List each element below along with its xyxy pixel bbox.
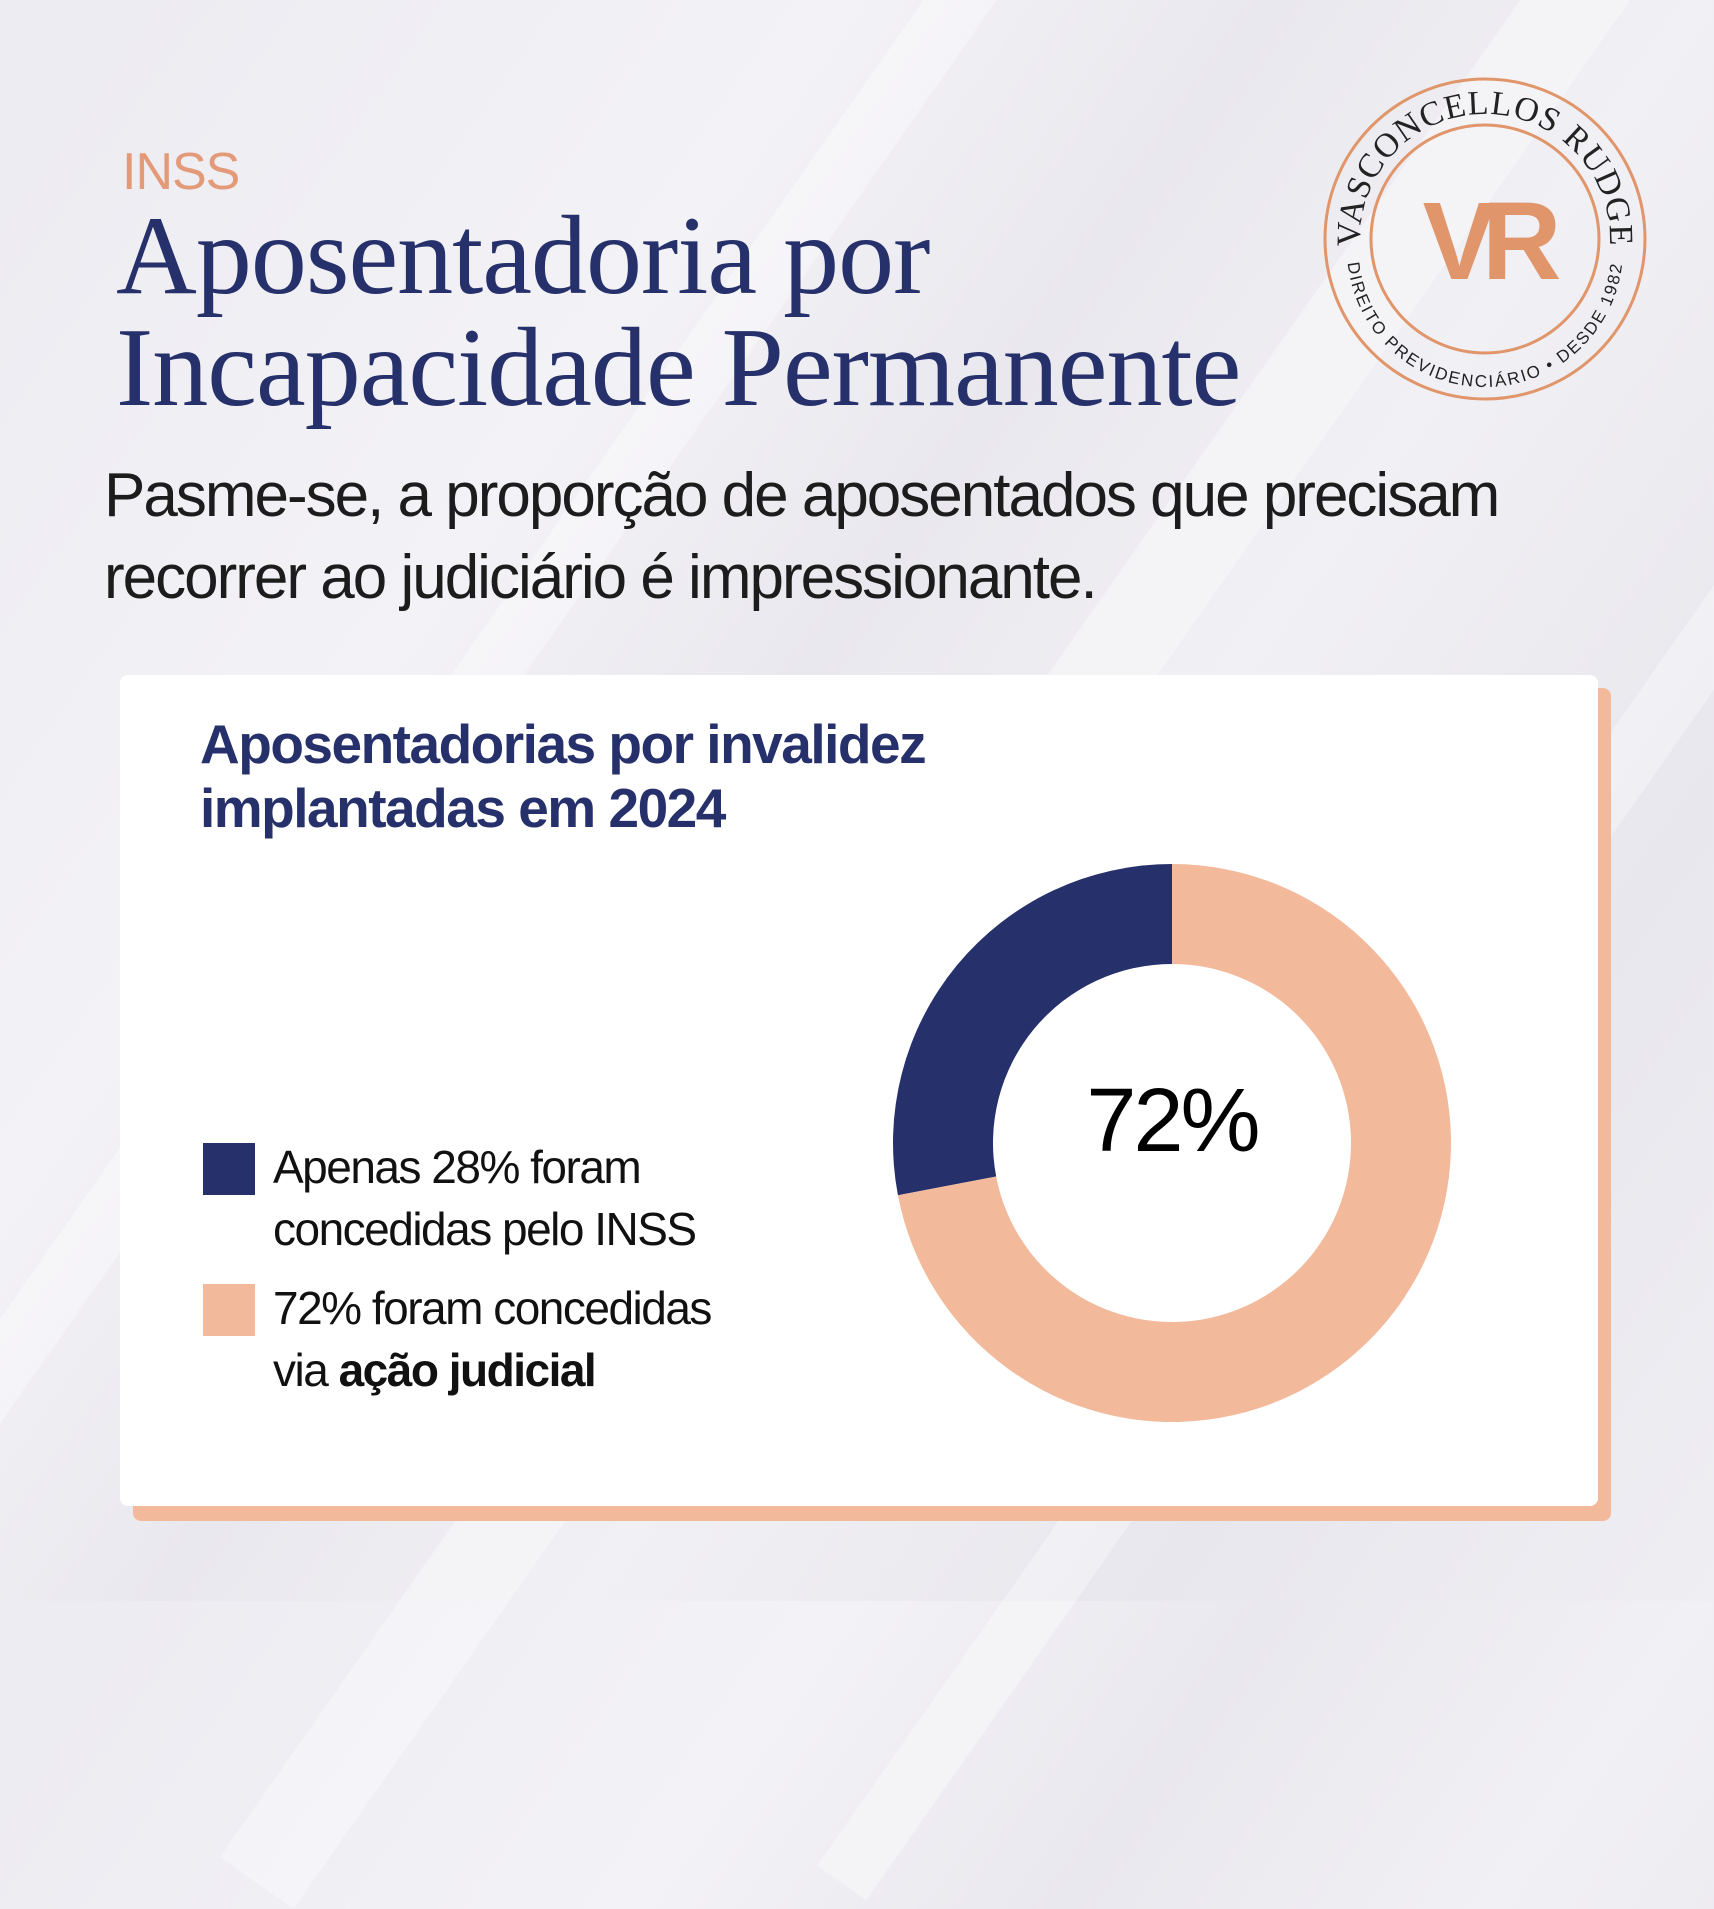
logo-monogram: VR — [1423, 180, 1560, 303]
donut-slice-0 — [893, 864, 1172, 1196]
legend-swatch-inss — [203, 1143, 255, 1195]
legend-text: 72% foram concedidas — [273, 1282, 712, 1334]
vasconcellos-rudge-logo: VASCONCELLOS RUDGE DIREITO PREVIDENCIÁRI… — [1323, 77, 1647, 401]
legend-text-prefix: via — [273, 1344, 339, 1396]
subtitle: Pasme-se, a proporção de aposentados que… — [104, 455, 1664, 619]
chart-title: Aposentadorias por invalidez implantadas… — [200, 712, 927, 840]
donut-slice-1 — [897, 864, 1451, 1422]
chart-title-line-1: Aposentadorias por invalidez — [200, 713, 927, 775]
page-title: Aposentadoria por Incapacidade Permanent… — [116, 194, 1241, 430]
subtitle-line-1: Pasme-se, a proporção de aposentados que… — [104, 461, 1500, 530]
legend-text: concedidas pelo INSS — [273, 1203, 697, 1255]
donut-chart — [893, 864, 1451, 1422]
donut-center-label: 72% — [1086, 1071, 1260, 1171]
subtitle-line-2: recorrer ao judiciário é impressionante. — [104, 543, 1098, 612]
kicker-label: INSS — [122, 143, 240, 201]
legend-item-judicial: 72% foram concedidas via ação judicial — [273, 1277, 712, 1401]
legend-text: via ação judicial — [273, 1339, 711, 1401]
legend-swatch-judicial — [203, 1284, 255, 1336]
title-line-1: Aposentadoria por — [116, 194, 930, 318]
legend-text: Apenas 28% foram — [273, 1141, 642, 1193]
legend-text-bold: ação judicial — [338, 1344, 597, 1396]
title-line-2: Incapacidade Permanente — [116, 306, 1241, 430]
chart-title-line-2: implantadas em 2024 — [200, 777, 726, 839]
legend-item-inss: Apenas 28% foram concedidas pelo INSS — [273, 1136, 697, 1260]
